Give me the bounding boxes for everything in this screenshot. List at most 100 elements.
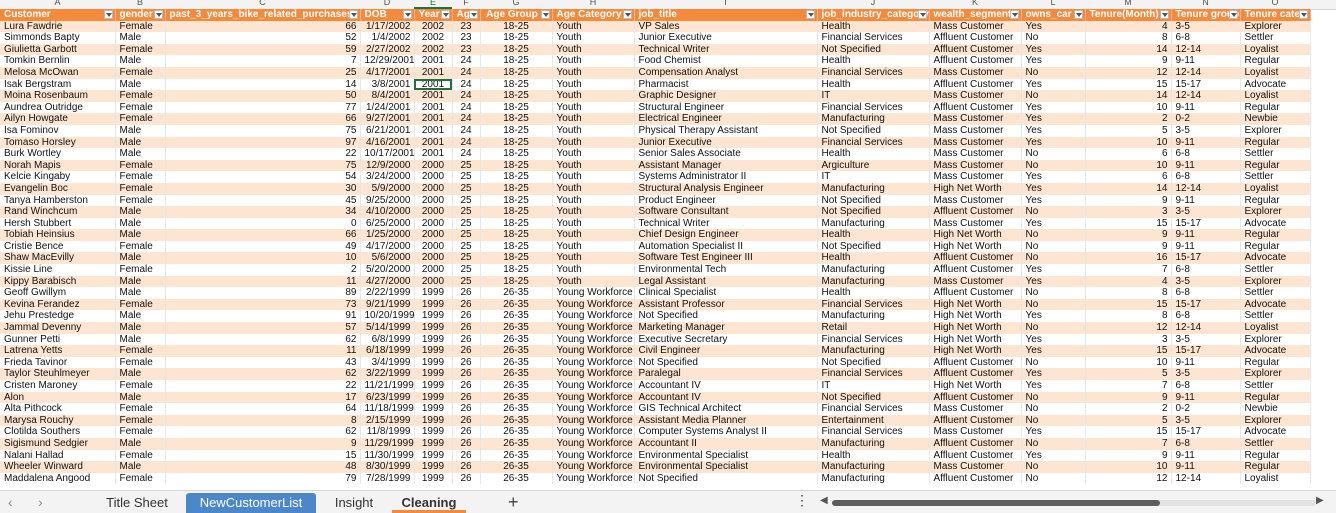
- cell-age-category[interactable]: Young Workforce: [552, 287, 635, 299]
- cell-tenure-group[interactable]: 0-2: [1171, 403, 1241, 415]
- cell-owns-car[interactable]: Yes: [1021, 333, 1086, 346]
- cell-wealth-segment[interactable]: Affluent Customer: [929, 43, 1022, 56]
- cell-wealth-segment[interactable]: Affluent Customer: [929, 264, 1022, 276]
- cell-tenure-group[interactable]: 9-11: [1171, 101, 1241, 114]
- cell-purchases[interactable]: 7: [165, 55, 361, 67]
- cell-age[interactable]: 25: [452, 159, 481, 172]
- cell-year[interactable]: 2002: [414, 32, 453, 44]
- tab-title-sheet[interactable]: Title Sheet: [106, 495, 168, 510]
- cell-tenure-group[interactable]: 12-14: [1171, 90, 1241, 102]
- cell-tenure-month[interactable]: 4: [1085, 20, 1172, 33]
- cell-age-category[interactable]: Youth: [552, 252, 635, 265]
- cell-wealth-segment[interactable]: Mass Customer: [929, 20, 1022, 33]
- cell-customer[interactable]: Jehu Prestedge: [0, 310, 116, 323]
- cell-customer[interactable]: Norah Mapis: [0, 159, 116, 172]
- cell-gender[interactable]: Female: [115, 449, 166, 462]
- cell-gender[interactable]: Female: [115, 345, 166, 357]
- spreadsheet-grid[interactable]: A B C D E F G H I J K L M N O Customer gender past_3_yea…: [0, 0, 1336, 490]
- header-age-group[interactable]: Age Group: [480, 9, 553, 21]
- cell-purchases[interactable]: 79: [165, 472, 361, 485]
- cell-job-title[interactable]: Computer Systems Analyst II: [634, 426, 818, 438]
- cell-tenure-category[interactable]: Regular: [1240, 194, 1311, 207]
- cell-gender[interactable]: Female: [115, 66, 166, 79]
- cell-age-category[interactable]: Young Workforce: [552, 322, 635, 334]
- cell-year[interactable]: 2000: [414, 240, 453, 253]
- cell-age[interactable]: 26: [452, 322, 481, 334]
- cell-owns-car[interactable]: No: [1021, 90, 1086, 102]
- cell-dob[interactable]: 3/8/2001: [360, 78, 415, 91]
- cell-industry[interactable]: Financial Services: [817, 368, 930, 380]
- cell-owns-car[interactable]: No: [1021, 403, 1086, 415]
- cell-year[interactable]: 2001: [414, 124, 453, 137]
- filter-dropdown-icon[interactable]: [540, 10, 550, 19]
- header-customer[interactable]: Customer: [0, 9, 116, 21]
- cell-age[interactable]: 23: [452, 20, 481, 33]
- cell-tenure-category[interactable]: Settler: [1240, 437, 1311, 450]
- cell-dob[interactable]: 10/17/2001: [360, 148, 415, 160]
- cell-purchases[interactable]: 66: [165, 20, 361, 33]
- cell-dob[interactable]: 1/25/2000: [360, 229, 415, 241]
- cell-age-group[interactable]: 18-25: [480, 90, 553, 102]
- cell-industry[interactable]: Manufacturing: [817, 264, 930, 276]
- cell-wealth-segment[interactable]: High Net Worth: [929, 322, 1022, 334]
- cell-dob[interactable]: 11/29/1999: [360, 437, 415, 450]
- cell-tenure-group[interactable]: 6-8: [1171, 171, 1241, 183]
- cell-job-title[interactable]: Not Specified: [634, 472, 818, 485]
- cell-tenure-group[interactable]: 6-8: [1171, 32, 1241, 44]
- cell-industry[interactable]: Financial Services: [817, 426, 930, 438]
- cell-year[interactable]: 1999: [414, 322, 453, 334]
- more-options-icon[interactable]: ⋮: [795, 492, 809, 508]
- cell-purchases[interactable]: 59: [165, 43, 361, 56]
- cell-industry[interactable]: Health: [817, 78, 930, 91]
- cell-gender[interactable]: Female: [115, 101, 166, 114]
- cell-age-category[interactable]: Young Workforce: [552, 345, 635, 357]
- cell-age[interactable]: 26: [452, 310, 481, 323]
- cell-tenure-month[interactable]: 15: [1085, 78, 1172, 91]
- cell-gender[interactable]: Male: [115, 78, 166, 91]
- cell-tenure-group[interactable]: 6-8: [1171, 287, 1241, 299]
- cell-customer[interactable]: Kelcie Kingaby: [0, 171, 116, 183]
- cell-purchases[interactable]: 89: [165, 287, 361, 299]
- cell-dob[interactable]: 11/18/1999: [360, 403, 415, 415]
- cell-purchases[interactable]: 0: [165, 217, 361, 230]
- cell-owns-car[interactable]: Yes: [1021, 78, 1086, 91]
- cell-tenure-group[interactable]: 12-14: [1171, 66, 1241, 79]
- cell-tenure-group[interactable]: 6-8: [1171, 380, 1241, 392]
- cell-year[interactable]: 1999: [414, 310, 453, 323]
- cell-age[interactable]: 24: [452, 90, 481, 102]
- cell-year[interactable]: 1999: [414, 380, 453, 392]
- cell-age-category[interactable]: Young Workforce: [552, 472, 635, 485]
- cell-job-title[interactable]: Assistant Professor: [634, 298, 818, 311]
- cell-industry[interactable]: Manufacturing: [817, 217, 930, 230]
- cell-owns-car[interactable]: Yes: [1021, 113, 1086, 125]
- cell-tenure-month[interactable]: 8: [1085, 287, 1172, 299]
- cell-age-group[interactable]: 18-25: [480, 159, 553, 172]
- cell-year[interactable]: 2000: [414, 275, 453, 288]
- column-letter-O[interactable]: O: [1271, 0, 1279, 7]
- cell-age-category[interactable]: Youth: [552, 101, 635, 114]
- cell-customer[interactable]: Alta Pithcock: [0, 403, 116, 415]
- cell-customer[interactable]: Isa Fominov: [0, 124, 116, 137]
- cell-age[interactable]: 26: [452, 414, 481, 427]
- cell-dob[interactable]: 4/17/2000: [360, 240, 415, 253]
- cell-customer[interactable]: Nalani Hallad: [0, 449, 116, 462]
- cell-age-category[interactable]: Youth: [552, 264, 635, 276]
- cell-purchases[interactable]: 62: [165, 333, 361, 346]
- cell-age-category[interactable]: Youth: [552, 217, 635, 230]
- cell-tenure-month[interactable]: 9: [1085, 194, 1172, 207]
- cell-age-category[interactable]: Young Workforce: [552, 437, 635, 450]
- cell-gender[interactable]: Male: [115, 322, 166, 334]
- cell-year[interactable]: 2001: [414, 113, 453, 125]
- cell-owns-car[interactable]: Yes: [1021, 101, 1086, 114]
- cell-purchases[interactable]: 66: [165, 113, 361, 125]
- cell-gender[interactable]: Male: [115, 206, 166, 218]
- cell-customer[interactable]: Frieda Tavinor: [0, 356, 116, 369]
- cell-industry[interactable]: Manufacturing: [817, 437, 930, 450]
- cell-dob[interactable]: 11/30/1999: [360, 449, 415, 462]
- cell-owns-car[interactable]: Yes: [1021, 449, 1086, 462]
- cell-dob[interactable]: 3/22/1999: [360, 368, 415, 380]
- cell-industry[interactable]: Retail: [817, 322, 930, 334]
- cell-year[interactable]: 2000: [414, 217, 453, 230]
- cell-age[interactable]: 23: [452, 32, 481, 44]
- cell-tenure-group[interactable]: 9-11: [1171, 55, 1241, 67]
